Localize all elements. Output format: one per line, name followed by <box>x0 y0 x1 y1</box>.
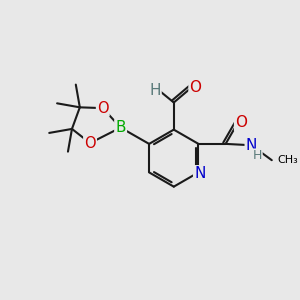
Text: CH₃: CH₃ <box>278 155 298 165</box>
Text: O: O <box>235 115 247 130</box>
Text: H: H <box>253 149 262 162</box>
Text: N: N <box>246 138 257 153</box>
Text: O: O <box>190 80 202 95</box>
Text: N: N <box>194 166 206 181</box>
Text: O: O <box>97 100 109 116</box>
Text: B: B <box>116 120 126 135</box>
Text: O: O <box>84 136 96 151</box>
Text: H: H <box>149 83 160 98</box>
